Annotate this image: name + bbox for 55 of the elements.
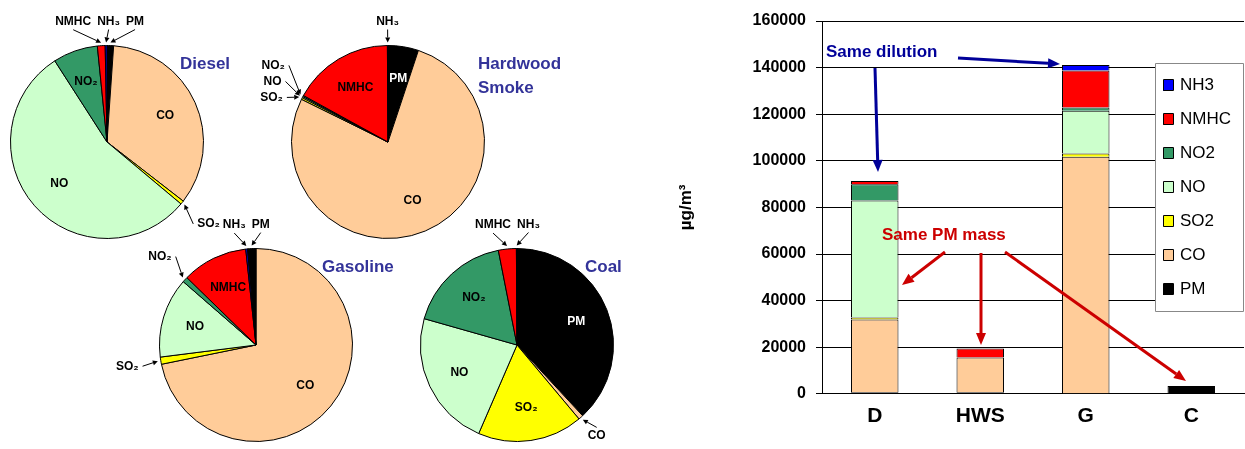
slice-label: NO (50, 176, 69, 191)
slice-label: NMHC (337, 79, 374, 94)
slice-label: PM (389, 71, 408, 86)
slice-label: NMHC (210, 280, 247, 295)
y-tick-label: 40000 (761, 291, 807, 309)
slice-label: NO (263, 73, 282, 88)
text: Hardwood Smoke (478, 54, 562, 98)
slice-label: NMHC (475, 217, 512, 232)
slice-label: CO (403, 193, 422, 208)
text: Diesel (180, 54, 231, 74)
legend-label: SO2 (1180, 210, 1215, 230)
legend-label: CO (1180, 244, 1206, 264)
y-axis-title: µg/m³ (675, 184, 695, 231)
text: Gasoline (322, 257, 394, 277)
slice-label: NO₂ (148, 248, 172, 263)
slice-label: CO (587, 427, 606, 442)
slice-label: SO₂ (197, 216, 220, 231)
slice-label: NO₂ (261, 57, 285, 72)
y-tick-label: 160000 (752, 11, 807, 29)
legend-label: NMHC (1180, 108, 1231, 128)
slice-label: NO₂ (462, 290, 486, 305)
x-tick-label: C (1183, 403, 1199, 427)
slice-label: NH₃ (222, 217, 246, 232)
y-tick-label: 140000 (752, 58, 807, 76)
y-tick-label: 20000 (761, 337, 807, 355)
x-tick-label: HWS (955, 403, 1005, 427)
y-tick-label: 0 (797, 384, 807, 402)
y-tick-label: 80000 (761, 197, 807, 215)
slice-label: NO₂ (74, 74, 98, 89)
slice-label: NMHC (55, 14, 92, 29)
slice-label: CO (156, 108, 175, 123)
slice-label: PM (126, 13, 145, 28)
slice-label: NO (186, 318, 205, 333)
slice-label: PM (251, 216, 270, 231)
annotation: Same dilution (826, 41, 938, 61)
slice-label: NH₃ (517, 216, 540, 231)
slice-label: NH₃ (97, 13, 121, 28)
annotation: Same PM mass (882, 224, 1006, 244)
x-tick-label: G (1077, 403, 1094, 427)
slice-label: NO (450, 364, 469, 379)
slice-label: CO (296, 377, 315, 392)
slice-label: SO₂ (514, 400, 538, 415)
legend-label: NO2 (1180, 142, 1215, 162)
legend-label: NH3 (1180, 74, 1215, 94)
y-tick-label: 60000 (761, 244, 807, 262)
y-tick-label: 120000 (752, 104, 807, 122)
slice-label: SO₂ (260, 89, 283, 104)
slice-label: SO₂ (115, 358, 139, 373)
legend-label: NO (1180, 176, 1206, 196)
legend-label: PM (1180, 278, 1206, 298)
slice-label: PM (567, 314, 586, 329)
slice-label: NH₃ (376, 13, 400, 28)
x-tick-label: D (867, 403, 883, 427)
y-tick-label: 100000 (752, 151, 807, 169)
text: Coal (585, 257, 622, 277)
